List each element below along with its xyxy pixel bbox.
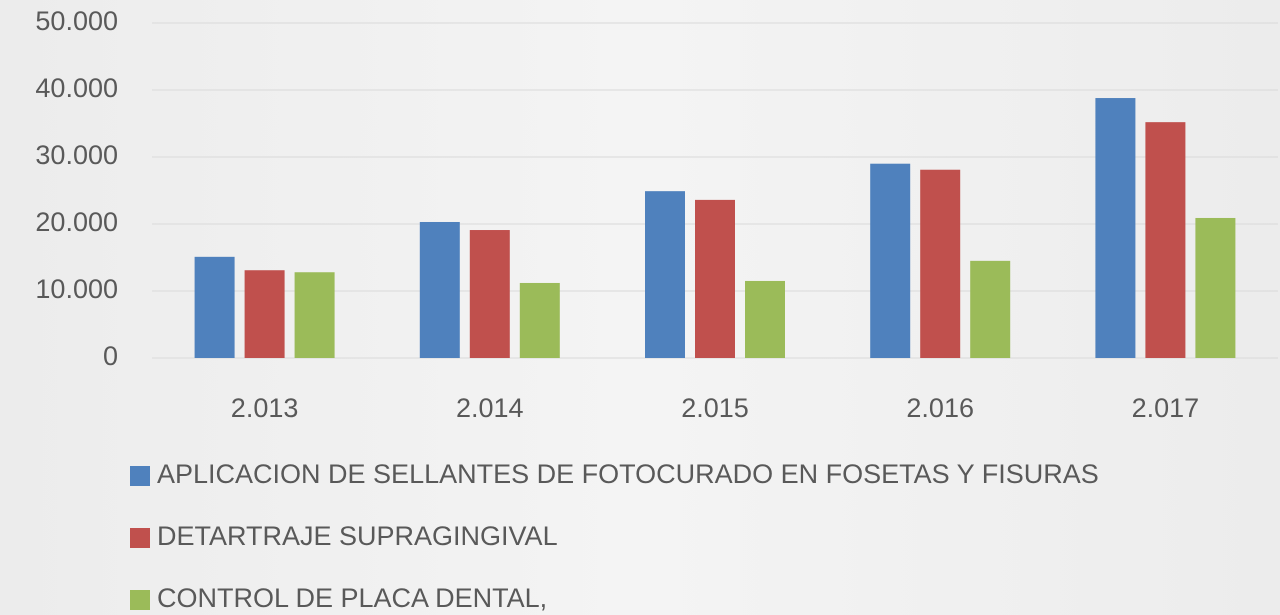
bar bbox=[1195, 217, 1236, 358]
y-tick-label: 0 bbox=[103, 341, 118, 371]
legend-swatch bbox=[130, 590, 150, 610]
bar bbox=[294, 272, 335, 358]
bar bbox=[695, 199, 735, 358]
x-tick-label: 2.014 bbox=[456, 393, 524, 423]
y-tick-label: 30.000 bbox=[35, 140, 118, 170]
x-tick-label: 2.017 bbox=[1132, 393, 1200, 423]
bar bbox=[519, 282, 560, 358]
bar bbox=[745, 280, 785, 358]
y-tick-label: 20.000 bbox=[35, 207, 118, 237]
legend-swatch bbox=[130, 528, 150, 548]
bar bbox=[244, 270, 285, 358]
bar bbox=[645, 191, 685, 358]
bar bbox=[419, 221, 460, 358]
bar bbox=[1095, 98, 1136, 358]
legend-swatch bbox=[130, 466, 150, 486]
bar bbox=[1145, 122, 1186, 358]
y-tick-label: 10.000 bbox=[35, 274, 118, 304]
y-tick-label: 50.000 bbox=[35, 6, 118, 36]
legend-label: DETARTRAJE SUPRAGINGIVAL bbox=[157, 521, 558, 551]
x-tick-label: 2.013 bbox=[231, 393, 299, 423]
bar bbox=[469, 230, 510, 358]
y-tick-label: 40.000 bbox=[35, 73, 118, 103]
bar bbox=[970, 260, 1011, 358]
bar bbox=[920, 169, 961, 358]
bar bbox=[870, 163, 911, 358]
legend-label: CONTROL DE PLACA DENTAL, bbox=[157, 583, 547, 613]
legend-label: APLICACION DE SELLANTES DE FOTOCURADO EN… bbox=[157, 459, 1099, 489]
x-tick-label: 2.016 bbox=[906, 393, 974, 423]
bar bbox=[194, 256, 235, 358]
x-tick-label: 2.015 bbox=[681, 393, 749, 423]
